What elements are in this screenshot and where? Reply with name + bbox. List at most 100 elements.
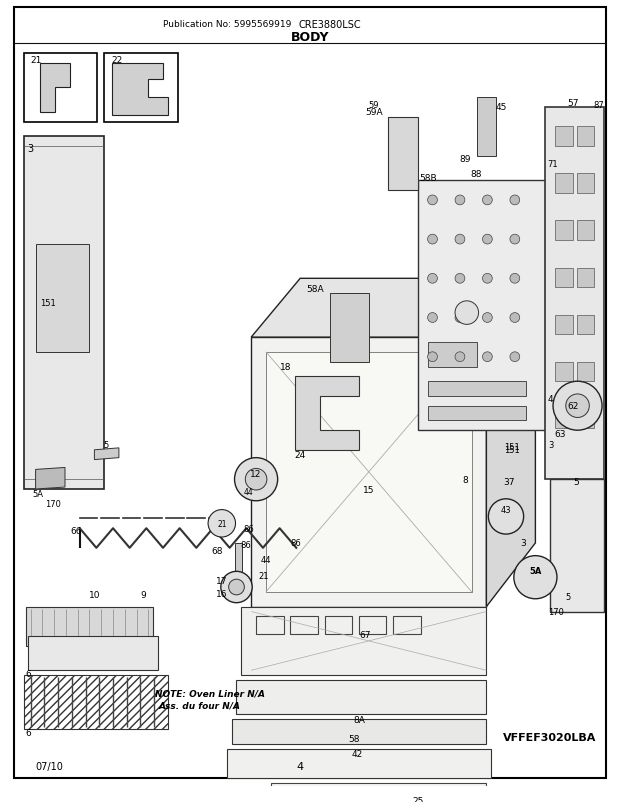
Polygon shape: [477, 98, 496, 156]
Circle shape: [246, 469, 267, 490]
Bar: [234, 543, 242, 577]
Text: 86: 86: [240, 541, 250, 549]
Bar: [428, 406, 526, 421]
Text: 151: 151: [504, 446, 520, 455]
Bar: [555, 363, 573, 382]
Text: 59A: 59A: [365, 108, 383, 117]
Bar: [577, 221, 594, 241]
Text: 8: 8: [462, 475, 467, 484]
Circle shape: [455, 352, 465, 363]
Polygon shape: [388, 117, 418, 191]
Circle shape: [566, 395, 589, 418]
Text: 07/10: 07/10: [35, 761, 63, 772]
Text: 58A: 58A: [306, 284, 324, 294]
Text: 6: 6: [26, 669, 32, 678]
Polygon shape: [24, 675, 168, 729]
Text: 59: 59: [368, 101, 379, 110]
Polygon shape: [26, 607, 153, 646]
Text: 9: 9: [141, 590, 146, 600]
Text: 8A: 8A: [353, 715, 365, 724]
Circle shape: [208, 510, 236, 537]
Bar: [577, 174, 594, 194]
Polygon shape: [236, 680, 487, 715]
Circle shape: [455, 314, 465, 323]
Bar: [555, 128, 573, 147]
Bar: [577, 363, 594, 382]
Text: 3: 3: [28, 144, 34, 154]
Bar: [577, 128, 594, 147]
Text: Publication No: 5995569919: Publication No: 5995569919: [163, 20, 291, 29]
Text: 37: 37: [503, 477, 515, 486]
Circle shape: [482, 314, 492, 323]
Text: 15: 15: [363, 485, 374, 494]
Text: 57: 57: [567, 99, 578, 108]
Text: 63: 63: [554, 429, 565, 438]
Text: 43: 43: [501, 505, 512, 514]
Text: 16: 16: [216, 589, 228, 598]
Polygon shape: [24, 137, 104, 489]
Polygon shape: [418, 181, 555, 431]
Bar: [428, 342, 477, 367]
Polygon shape: [232, 719, 487, 744]
Text: 89: 89: [459, 155, 471, 164]
Text: CRE3880LSC: CRE3880LSC: [298, 19, 361, 30]
Text: 3: 3: [521, 539, 526, 548]
Bar: [555, 409, 573, 429]
Text: 5A: 5A: [33, 490, 43, 499]
Polygon shape: [251, 338, 487, 607]
Circle shape: [514, 556, 557, 599]
Bar: [428, 382, 526, 396]
Polygon shape: [271, 783, 487, 802]
Text: 21: 21: [217, 519, 226, 529]
Text: 18: 18: [280, 363, 291, 371]
Polygon shape: [550, 480, 604, 612]
Circle shape: [482, 352, 492, 363]
Polygon shape: [251, 279, 536, 338]
Text: 44: 44: [244, 488, 253, 496]
Polygon shape: [40, 63, 70, 112]
Text: 68: 68: [211, 547, 223, 556]
Text: 17: 17: [216, 576, 228, 585]
Bar: [24, 54, 97, 123]
Circle shape: [428, 352, 437, 363]
Circle shape: [510, 352, 520, 363]
Polygon shape: [295, 377, 359, 450]
Circle shape: [482, 196, 492, 205]
Text: 12: 12: [250, 469, 262, 478]
Bar: [555, 174, 573, 194]
Text: 58B: 58B: [420, 174, 437, 183]
Text: 170: 170: [45, 500, 61, 508]
Polygon shape: [35, 468, 65, 489]
Text: 45: 45: [495, 103, 507, 112]
Text: NOTE: Oven Liner N/A: NOTE: Oven Liner N/A: [155, 688, 265, 698]
Circle shape: [510, 235, 520, 245]
Text: 151: 151: [40, 299, 56, 308]
Text: 87: 87: [594, 101, 604, 110]
Circle shape: [510, 314, 520, 323]
Bar: [104, 54, 178, 123]
Bar: [555, 221, 573, 241]
Text: 3: 3: [549, 441, 554, 450]
Circle shape: [428, 235, 437, 245]
Text: 58: 58: [348, 735, 360, 743]
Circle shape: [455, 235, 465, 245]
Text: 67: 67: [359, 630, 371, 638]
Polygon shape: [227, 749, 491, 778]
Text: 88: 88: [471, 170, 482, 179]
Polygon shape: [28, 636, 158, 670]
Text: 4: 4: [296, 761, 304, 772]
Text: 24: 24: [294, 451, 306, 460]
Text: 5: 5: [565, 593, 570, 602]
Circle shape: [428, 274, 437, 284]
Text: 6: 6: [26, 727, 32, 736]
Circle shape: [510, 274, 520, 284]
Circle shape: [455, 196, 465, 205]
Circle shape: [482, 274, 492, 284]
Text: 22: 22: [111, 56, 122, 65]
Bar: [555, 315, 573, 334]
Circle shape: [455, 302, 479, 325]
Text: VFFEF3020LBA: VFFEF3020LBA: [503, 732, 597, 742]
Text: 5: 5: [574, 477, 580, 486]
Text: 170: 170: [548, 607, 564, 616]
Circle shape: [455, 274, 465, 284]
